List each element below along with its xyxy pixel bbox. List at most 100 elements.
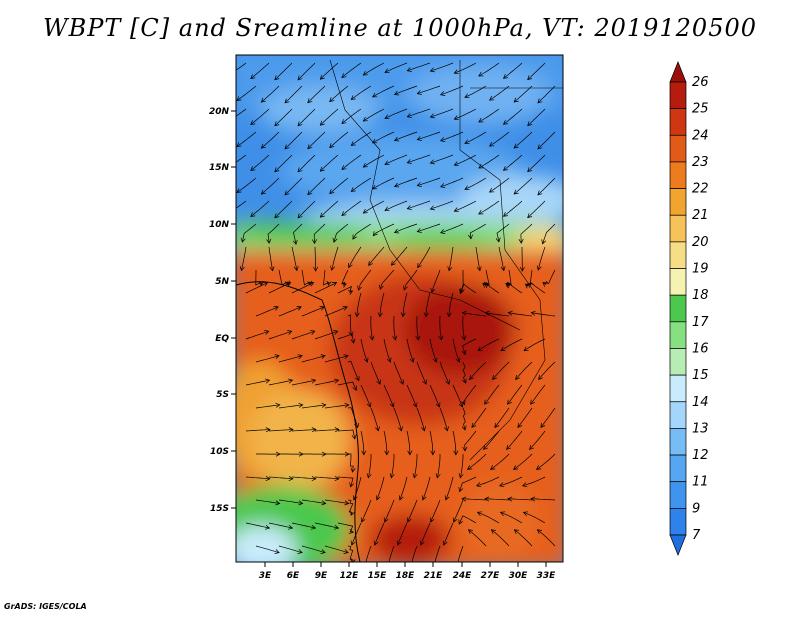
streamline-arrow: [461, 496, 467, 502]
streamline: [417, 131, 441, 141]
streamline-arrow: [468, 234, 474, 240]
streamline-arrow: [378, 284, 384, 290]
streamline-arrow: [361, 450, 367, 456]
streamline-arrow: [274, 121, 280, 127]
streamline-arrow: [377, 312, 383, 318]
streamline-arrow: [458, 473, 464, 479]
colorbar-swatch: [669, 214, 687, 243]
streamline: [394, 85, 418, 95]
streamline-arrow: [393, 136, 400, 142]
streamline: [268, 522, 293, 529]
streamline: [250, 108, 270, 125]
streamline-arrow: [354, 376, 360, 382]
streamline: [454, 62, 477, 74]
colorbar-swatch: [669, 454, 687, 483]
streamline: [358, 269, 372, 291]
streamline: [462, 407, 466, 430]
streamline: [407, 200, 431, 210]
streamline-arrow: [250, 166, 256, 172]
lon-axis: 3E 6E 9E 12E 15E 18E 21E 24E 27E 30E 33E: [259, 562, 556, 581]
lon-label-6e: 6E: [287, 571, 300, 581]
streamline: [341, 269, 349, 286]
streamline-arrow: [373, 540, 379, 546]
streamline: [500, 511, 523, 524]
streamline: [236, 85, 257, 101]
streamline-arrow: [236, 142, 242, 147]
streamline: [297, 154, 316, 173]
streamline: [484, 498, 510, 501]
streamline: [324, 545, 349, 553]
streamline-arrow: [319, 166, 325, 172]
streamline: [372, 177, 395, 190]
streamline: [291, 379, 316, 386]
streamline: [527, 62, 546, 80]
streamline-arrow: [489, 95, 495, 101]
lon-label-27e: 27E: [481, 571, 501, 581]
streamline-arrow: [321, 402, 327, 408]
streamline: [540, 407, 556, 428]
streamline-arrow: [363, 357, 369, 363]
streamline: [314, 246, 317, 271]
streamline-arrow: [458, 402, 464, 408]
streamline-arrow: [319, 306, 325, 311]
streamline: [314, 429, 340, 432]
streamline: [341, 154, 362, 170]
streamline: [462, 384, 477, 405]
streamline: [527, 154, 546, 172]
streamline: [469, 361, 487, 380]
streamline-arrow: [360, 517, 366, 523]
streamline: [245, 282, 268, 294]
streamline: [313, 223, 326, 244]
streamline: [314, 282, 337, 294]
streamline: [268, 476, 293, 480]
streamline: [507, 384, 523, 405]
streamline-arrow: [515, 374, 520, 381]
streamline-arrow: [390, 260, 396, 266]
colorbar-swatch: [669, 81, 687, 109]
streamline-arrow: [507, 496, 513, 502]
streamline-arrow: [274, 75, 280, 81]
colorbar-label: 15: [692, 368, 709, 383]
streamline-arrow: [265, 524, 271, 530]
streamline-arrow: [273, 306, 279, 311]
streamline: [337, 285, 353, 294]
streamline-arrow: [384, 160, 390, 166]
streamline: [503, 154, 523, 171]
lat-label-10s: 10S: [210, 447, 229, 457]
streamline: [314, 379, 339, 386]
map-frame: [235, 54, 564, 563]
streamline: [245, 522, 270, 529]
streamline: [363, 62, 385, 76]
streamline: [431, 269, 441, 293]
colorbar-label: 18: [692, 288, 709, 303]
streamline: [464, 85, 487, 98]
streamline: [498, 246, 505, 271]
streamline: [307, 85, 326, 103]
streamline-arrow: [297, 167, 303, 173]
streamline: [284, 177, 303, 196]
streamline: [416, 315, 419, 340]
streamline-arrow: [341, 283, 347, 288]
streamline-arrow: [311, 378, 317, 384]
streamline: [417, 85, 441, 95]
streamline: [459, 476, 477, 492]
streamline: [417, 177, 441, 187]
streamline-arrow: [518, 238, 524, 244]
streamline-arrow: [502, 165, 509, 171]
streamline: [417, 246, 431, 268]
colorbar-swatch: [669, 134, 687, 163]
streamline-arrow: [307, 144, 313, 150]
streamline-arrow: [342, 306, 348, 311]
streamline-arrow: [393, 90, 400, 96]
lat-label-10n: 10N: [209, 220, 230, 230]
streamline-arrow: [297, 354, 303, 360]
streamline: [278, 499, 303, 504]
streamline-arrow: [398, 495, 404, 501]
streamline-arrow: [409, 565, 413, 569]
streamline: [360, 338, 368, 363]
streamline: [333, 223, 349, 243]
streamline: [268, 330, 292, 340]
streamline: [301, 404, 326, 409]
streamline-arrow: [500, 346, 506, 352]
lat-label-20n: 20N: [209, 107, 230, 117]
